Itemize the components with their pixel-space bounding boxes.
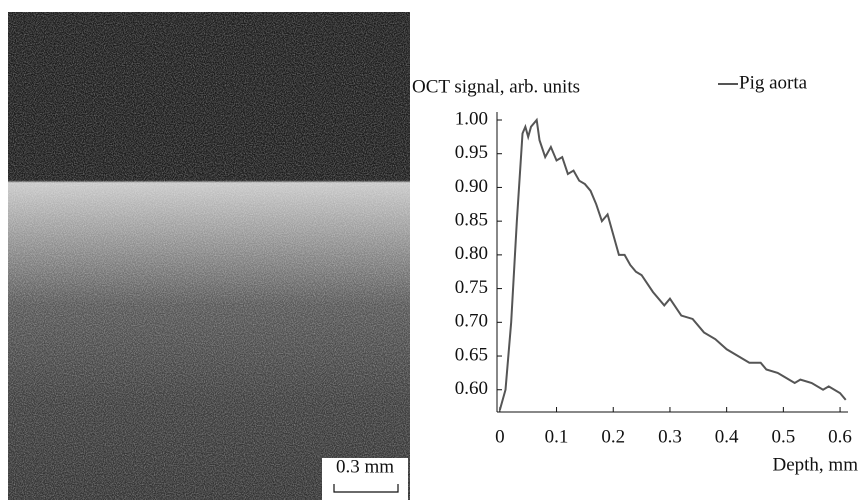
- oct-image: 0.3 mm: [8, 12, 410, 500]
- y-tick-label: 0.65: [455, 344, 488, 365]
- x-tick-label: 0.4: [715, 426, 739, 447]
- x-tick-label: 0.6: [828, 426, 852, 447]
- x-axis-title: Depth, mm: [773, 454, 859, 475]
- y-axis-title: OCT signal, arb. units: [412, 76, 580, 97]
- x-tick-label: 0: [495, 426, 505, 447]
- y-tick-label: 1.00: [455, 108, 488, 129]
- y-tick-label: 0.80: [455, 243, 488, 264]
- x-tick-label: 0.3: [658, 426, 682, 447]
- y-tick-label: 0.85: [455, 210, 488, 231]
- y-tick-label: 0.75: [455, 277, 488, 298]
- y-tick-label: 0.90: [455, 176, 488, 197]
- y-tick-label: 0.95: [455, 142, 488, 163]
- legend-label: Pig aorta: [739, 72, 808, 93]
- x-tick-label: 0.2: [601, 426, 625, 447]
- x-tick-label: 0.1: [545, 426, 569, 447]
- y-tick-label: 0.60: [455, 378, 488, 399]
- scale-bar-label: 0.3 mm: [336, 456, 394, 477]
- y-tick-label: 0.70: [455, 311, 488, 332]
- x-tick-label: 0.5: [771, 426, 795, 447]
- data-line: [498, 117, 847, 411]
